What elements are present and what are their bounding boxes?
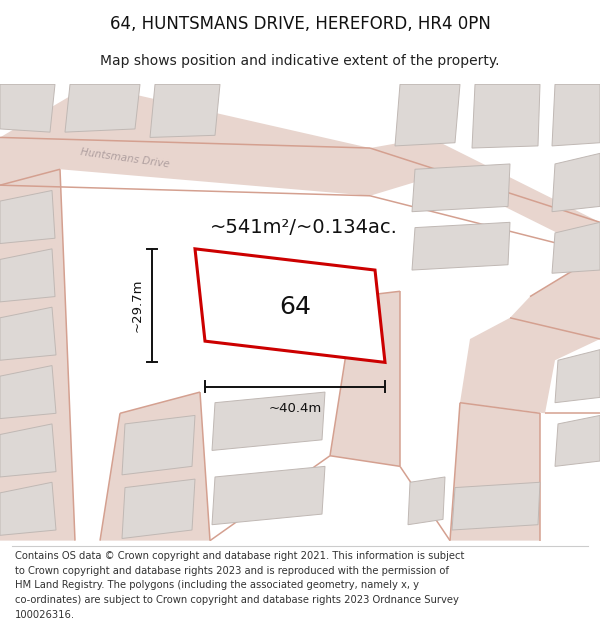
Polygon shape [412,222,510,270]
Polygon shape [370,138,600,254]
Polygon shape [0,482,56,536]
Text: 100026316.: 100026316. [15,610,75,620]
Text: 64: 64 [279,295,311,319]
Text: 64, HUNTSMANS DRIVE, HEREFORD, HR4 0PN: 64, HUNTSMANS DRIVE, HEREFORD, HR4 0PN [110,14,490,32]
Text: co-ordinates) are subject to Crown copyright and database rights 2023 Ordnance S: co-ordinates) are subject to Crown copyr… [15,595,459,605]
Text: to Crown copyright and database rights 2023 and is reproduced with the permissio: to Crown copyright and database rights 2… [15,566,449,576]
Polygon shape [0,169,75,541]
Text: ~29.7m: ~29.7m [131,279,144,332]
Polygon shape [0,84,370,196]
Polygon shape [0,249,55,302]
Polygon shape [330,291,400,466]
Polygon shape [408,477,445,525]
Polygon shape [450,402,540,541]
Text: Map shows position and indicative extent of the property.: Map shows position and indicative extent… [100,54,500,68]
Polygon shape [0,191,55,244]
Polygon shape [195,249,385,362]
Polygon shape [555,416,600,466]
Polygon shape [452,482,540,530]
Polygon shape [552,153,600,212]
Polygon shape [552,84,600,146]
Polygon shape [472,84,540,148]
Text: ~541m²/~0.134ac.: ~541m²/~0.134ac. [210,218,398,237]
Polygon shape [552,222,600,273]
Polygon shape [0,366,56,419]
Polygon shape [122,416,195,475]
Polygon shape [555,349,600,403]
Text: Contains OS data © Crown copyright and database right 2021. This information is : Contains OS data © Crown copyright and d… [15,551,464,561]
Polygon shape [150,84,220,138]
Text: Huntsmans Drive: Huntsmans Drive [80,148,170,170]
Polygon shape [412,164,510,212]
Polygon shape [212,466,325,525]
Polygon shape [100,392,210,541]
Polygon shape [122,479,195,539]
Text: HM Land Registry. The polygons (including the associated geometry, namely x, y: HM Land Registry. The polygons (includin… [15,580,419,590]
Polygon shape [0,424,56,477]
Polygon shape [212,392,325,451]
Polygon shape [395,84,460,146]
Polygon shape [460,254,600,413]
Polygon shape [0,308,56,360]
Text: ~40.4m: ~40.4m [268,402,322,414]
Polygon shape [0,84,55,132]
Polygon shape [65,84,140,132]
